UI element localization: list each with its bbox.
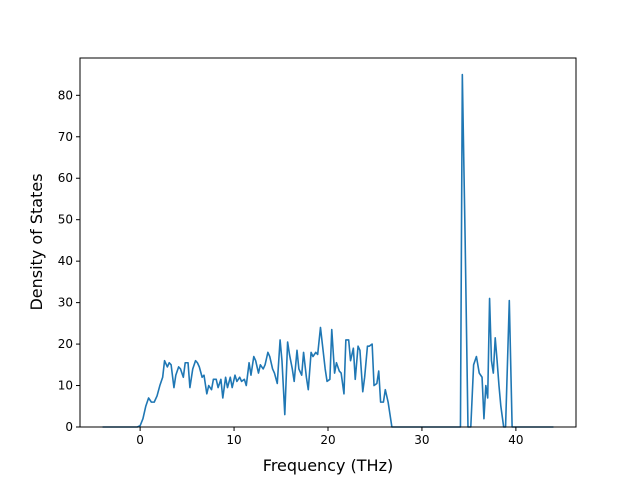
y-tick-label: 50 <box>58 213 73 227</box>
y-tick-label: 80 <box>58 88 73 102</box>
x-tick-label: 0 <box>136 433 144 447</box>
y-tick-label: 70 <box>58 130 73 144</box>
x-tick-label: 10 <box>226 433 241 447</box>
y-tick-label: 20 <box>58 337 73 351</box>
dos-line-series-0 <box>102 73 554 428</box>
y-axis-label: Density of States <box>27 173 46 310</box>
y-tick-label: 40 <box>58 254 73 268</box>
x-axis-label: Frequency (THz) <box>263 456 393 475</box>
y-tick-label: 10 <box>58 379 73 393</box>
y-tick-label: 60 <box>58 171 73 185</box>
y-tick-label: 30 <box>58 296 73 310</box>
x-tick-label: 40 <box>508 433 523 447</box>
y-tick-label: 0 <box>65 420 73 434</box>
x-tick-label: 20 <box>320 433 335 447</box>
x-tick-label: 30 <box>414 433 429 447</box>
